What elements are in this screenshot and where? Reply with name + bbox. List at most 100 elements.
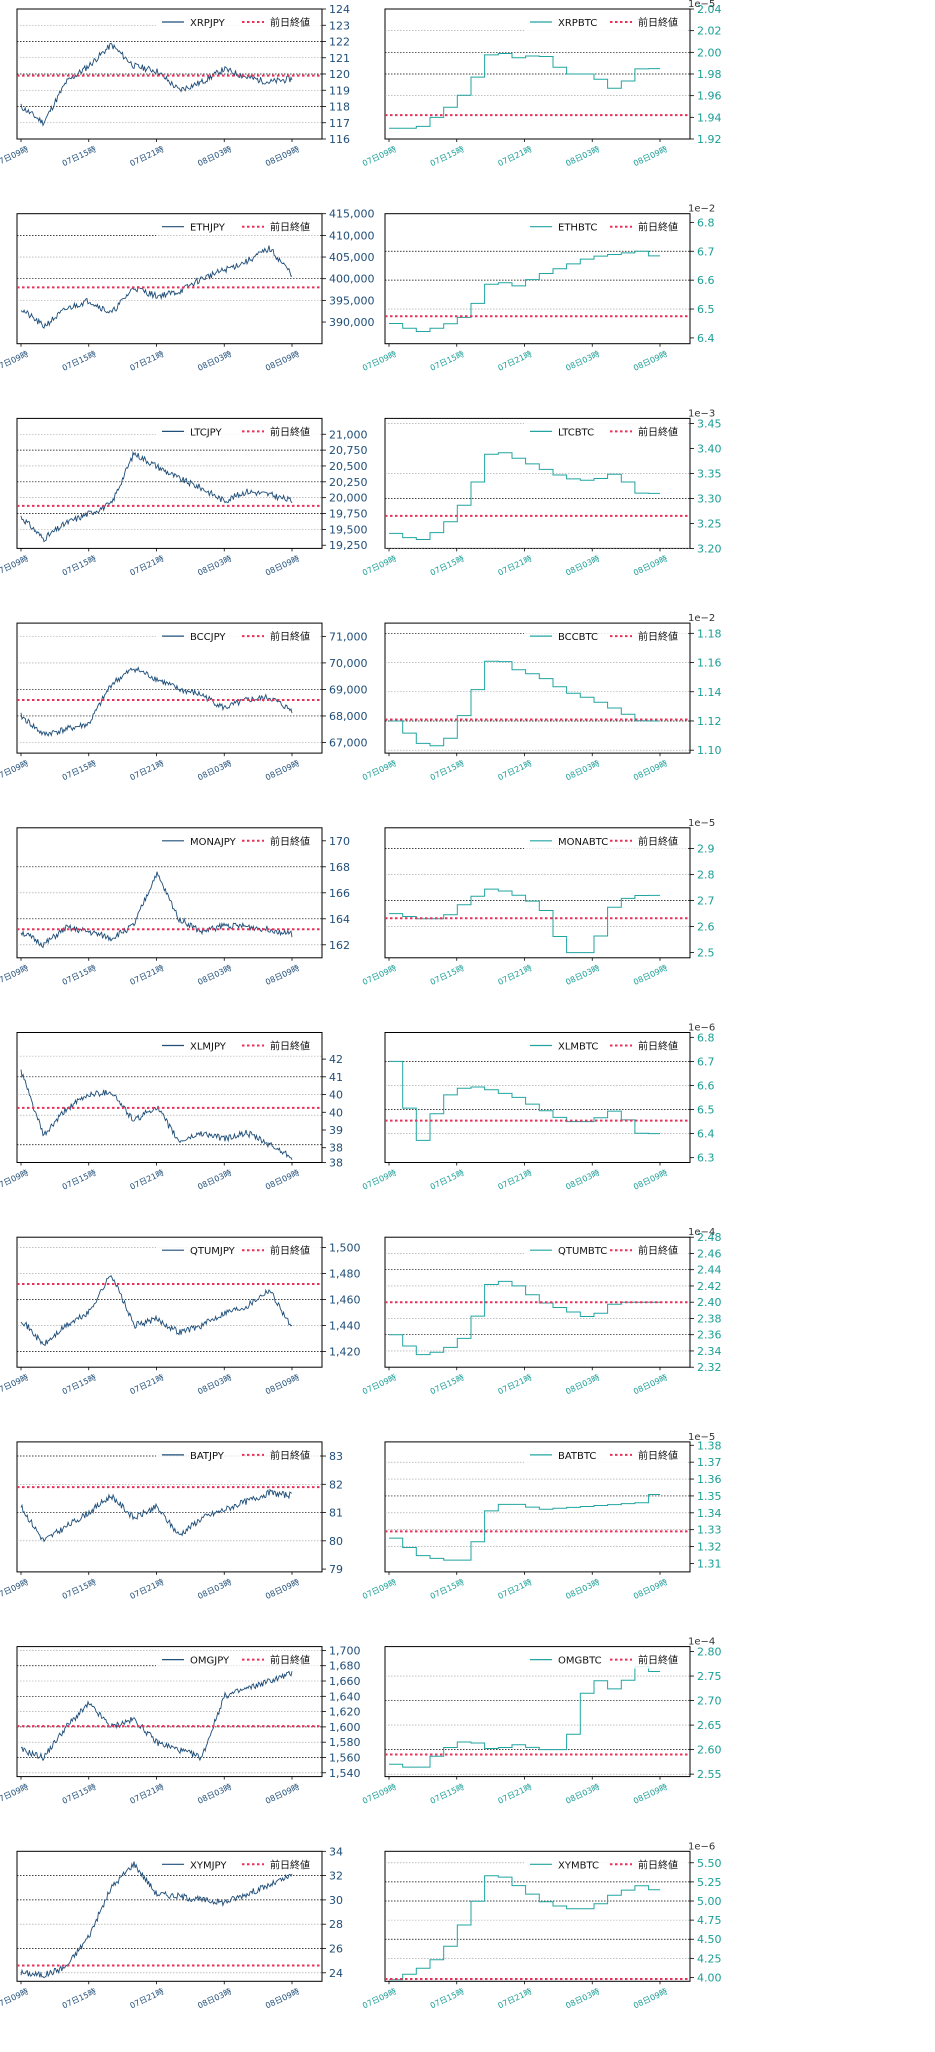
x-tick-label: 07日09時 — [0, 1578, 30, 1602]
axis-exponent: 1e−2 — [688, 613, 715, 624]
y-tick-label: 2.75 — [697, 1670, 722, 1683]
y-tick-label: 1.92 — [697, 133, 722, 146]
y-tick-label: 2.65 — [697, 1719, 722, 1732]
axis-exponent: 1e−5 — [688, 1432, 715, 1443]
y-tick-label: 1.31 — [697, 1557, 722, 1570]
x-tick-label: 08日09時 — [632, 1987, 669, 2011]
legend: OMGJPY 前日終値 — [156, 1650, 320, 1669]
x-tick-label: 07日21時 — [497, 1987, 534, 2011]
x-tick-label: 08日03時 — [196, 554, 233, 578]
x-tick-label: 08日09時 — [264, 1987, 301, 2011]
y-tick-label: 42 — [329, 1053, 343, 1066]
y-tick-label: 69,000 — [329, 683, 368, 696]
axis-exponent: 1e−2 — [688, 204, 715, 215]
x-tick-label: 07日15時 — [429, 1987, 466, 2011]
x-tick-label: 08日09時 — [264, 1578, 301, 1602]
x-tick-label: 07日15時 — [61, 145, 98, 169]
legend-series-name: MONABTC — [558, 837, 608, 848]
x-tick-label: 07日09時 — [0, 963, 30, 987]
legend-series-name: QTUMJPY — [190, 1246, 236, 1257]
x-tick-label: 07日21時 — [497, 1782, 534, 1806]
y-tick-label: 3.35 — [697, 467, 722, 480]
axis-exponent: 1e−6 — [688, 1023, 715, 1034]
x-tick-label: 08日03時 — [196, 145, 233, 169]
y-tick-label: 164 — [329, 913, 350, 926]
y-tick-label: 40 — [329, 1089, 343, 1102]
x-tick-label: 07日15時 — [61, 1168, 98, 1192]
legend: XYMBTC 前日終値 — [524, 1855, 688, 1874]
axis-exponent: 1e−5 — [688, 818, 715, 829]
legend-series-name: XYMBTC — [558, 1860, 599, 1871]
x-tick-label: 07日09時 — [0, 554, 30, 578]
x-tick-label: 08日03時 — [196, 1578, 233, 1602]
y-tick-label: 20,250 — [329, 476, 368, 489]
x-tick-label: 07日15時 — [61, 1373, 98, 1397]
y-tick-label: 1,700 — [329, 1644, 361, 1657]
y-tick-label: 1,640 — [329, 1690, 361, 1703]
legend-prev-close-label: 前日終値 — [638, 835, 678, 848]
y-tick-label: 2.5 — [697, 947, 715, 960]
x-tick-label: 07日15時 — [429, 349, 466, 373]
legend-series-name: OMGBTC — [558, 1656, 602, 1667]
chart-omgjpy: 1,540 1,560 1,580 1,600 1,620 1,640 1,660 1,680… — [0, 1644, 361, 1805]
price-series-line — [20, 1488, 293, 1543]
y-tick-label: 2.70 — [697, 1695, 722, 1708]
y-tick-label: 3.30 — [697, 492, 722, 505]
y-tick-label: 121 — [329, 52, 350, 65]
y-tick-label: 19,250 — [329, 539, 368, 552]
price-series-line — [389, 1060, 660, 1141]
x-tick-label: 08日03時 — [564, 759, 601, 783]
legend-box — [156, 1855, 320, 1874]
y-tick-label: 6.4 — [697, 1128, 715, 1141]
y-tick-label: 1.37 — [697, 1456, 722, 1469]
y-tick-label: 79 — [329, 1563, 343, 1576]
legend-prev-close-label: 前日終値 — [638, 1449, 678, 1462]
legend-box — [156, 1036, 320, 1055]
legend-box — [156, 1445, 320, 1464]
x-tick-label: 08日03時 — [564, 1782, 601, 1806]
y-tick-label: 81 — [329, 1507, 343, 1520]
legend-box — [156, 627, 320, 646]
x-tick-label: 08日09時 — [632, 1782, 669, 1806]
x-tick-label: 08日03時 — [196, 1373, 233, 1397]
legend-box — [524, 1855, 688, 1874]
y-tick-label: 1.96 — [697, 90, 722, 103]
y-tick-label: 38 — [329, 1142, 343, 1155]
x-tick-label: 08日09時 — [632, 145, 669, 169]
x-tick-label: 08日09時 — [632, 1168, 669, 1192]
y-tick-label: 20,000 — [329, 492, 368, 505]
price-series-line — [20, 871, 293, 949]
y-tick-label: 1.94 — [697, 111, 722, 124]
legend-prev-close-label: 前日終値 — [638, 221, 678, 234]
y-tick-label: 41 — [329, 1071, 343, 1084]
price-series-line — [389, 888, 660, 954]
y-tick-label: 1,660 — [329, 1675, 361, 1688]
y-tick-label: 2.46 — [697, 1247, 722, 1260]
x-tick-label: 07日09時 — [361, 1168, 398, 1192]
price-series-line — [20, 1069, 293, 1160]
y-tick-label: 2.6 — [697, 921, 715, 934]
y-tick-label: 4.00 — [697, 1971, 722, 1984]
legend-prev-close-label: 前日終値 — [270, 1449, 310, 1462]
y-tick-label: 2.42 — [697, 1280, 722, 1293]
price-series-line — [20, 1861, 293, 1979]
chart-ethbtc: 6.4 6.5 6.6 6.7 6.81e−2 07日09時 07日15時 07日21時 08日… — [361, 204, 715, 373]
legend: QTUMBTC 前日終値 — [524, 1241, 688, 1260]
x-tick-label: 08日03時 — [196, 1168, 233, 1192]
y-tick-label: 1,560 — [329, 1751, 361, 1764]
legend-series-name: ETHJPY — [190, 223, 226, 234]
y-tick-label: 119 — [329, 84, 350, 97]
y-tick-label: 1.98 — [697, 68, 722, 81]
legend: LTCBTC 前日終値 — [524, 422, 688, 441]
y-tick-label: 123 — [329, 19, 350, 32]
legend-box — [156, 422, 320, 441]
y-tick-label: 6.5 — [697, 303, 715, 316]
chart-qtumjpy: 1,420 1,440 1,460 1,480 1,500 07日09時 07日15時 07日… — [0, 1236, 361, 1397]
y-tick-label: 26 — [329, 1942, 343, 1955]
legend-prev-close-label: 前日終値 — [638, 16, 678, 29]
x-tick-label: 07日21時 — [497, 554, 534, 578]
chart-xlmbtc: 6.3 6.4 6.5 6.6 6.7 6.81e−6 07日09時 07日15時 07日21時… — [361, 1023, 715, 1192]
y-tick-label: 390,000 — [329, 316, 375, 329]
y-tick-label: 5.25 — [697, 1876, 722, 1889]
axis-exponent: 1e−6 — [688, 1841, 715, 1852]
